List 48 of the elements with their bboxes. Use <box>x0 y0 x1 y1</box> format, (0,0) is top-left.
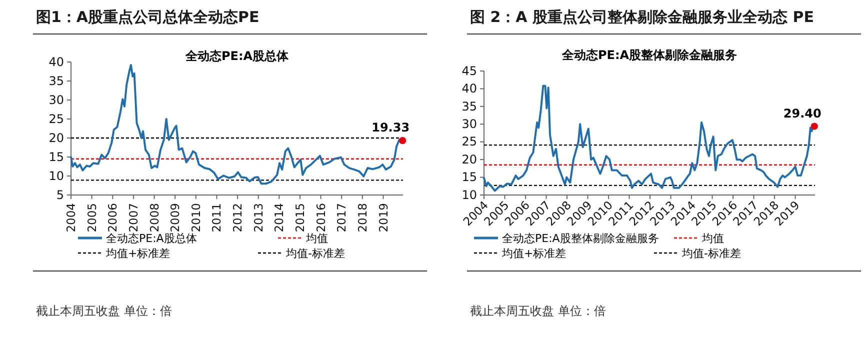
x-tick-label: 2005 <box>84 203 99 232</box>
y-tick-label: 25 <box>48 112 64 126</box>
y-tick-label: 35 <box>48 74 64 88</box>
x-tick-label: 2012 <box>230 203 245 232</box>
x-tick-label: 2017 <box>334 203 349 232</box>
y-tick-label: 40 <box>462 82 477 96</box>
y-tick-label: 20 <box>48 130 64 145</box>
y-tick-label: 15 <box>462 170 477 184</box>
y-tick-label: 30 <box>462 116 477 131</box>
legend-label: 均值+标准差 <box>501 247 566 260</box>
y-tick-label: 20 <box>462 152 477 166</box>
y-tick-label: 15 <box>48 150 64 164</box>
x-tick-label: 2006 <box>106 203 120 232</box>
x-tick-label: 2004 <box>64 203 78 232</box>
legend-label: 均值 <box>305 232 328 245</box>
legend-label: 均值-标准差 <box>681 247 741 260</box>
x-tick-label: 2015 <box>292 203 307 232</box>
y-tick-label: 45 <box>462 64 477 78</box>
x-tick-label: 2019 <box>376 203 390 232</box>
chart-title: 图1：A股重点公司总体全动态PE <box>36 8 260 26</box>
annotation: 29.40 <box>783 106 822 120</box>
x-tick-label: 2018 <box>355 203 370 232</box>
legend-label: 全动态PE:A股整体剔除金融服务 <box>502 232 659 245</box>
y-tick-label: 40 <box>48 54 64 69</box>
legend-label: 均值-标准差 <box>285 247 345 260</box>
chart-subtitle: 全动态PE:A股总体 <box>184 49 290 63</box>
x-tick-label: 2011 <box>210 203 224 232</box>
x-tick-label: 2013 <box>251 203 266 232</box>
x-tick-label: 2007 <box>126 203 140 232</box>
y-tick-label: 10 <box>48 168 64 183</box>
annotation: 19.33 <box>372 120 410 135</box>
legend-label: 全动态PE:A股总体 <box>106 232 197 245</box>
x-tick-label: 2009 <box>168 203 182 232</box>
y-tick-label: 25 <box>462 134 477 149</box>
y-tick-label: 5 <box>56 188 64 202</box>
y-tick-label: 30 <box>48 92 64 107</box>
text: 截止本周五收盘 单位：倍 <box>36 304 172 318</box>
chart-subtitle: 全动态PE:A股整体剔除金融服务 <box>560 48 738 62</box>
legend-label: 均值+标准差 <box>105 247 170 260</box>
legend-label: 均值 <box>701 232 724 245</box>
x-tick-label: 2010 <box>188 203 203 232</box>
text: 截止本周五收盘 单位：倍 <box>470 304 606 318</box>
x-tick-label: 2014 <box>272 203 286 232</box>
x-tick-label: 2016 <box>314 203 328 232</box>
x-tick-label: 2008 <box>147 203 162 232</box>
y-tick-label: 10 <box>462 188 477 202</box>
chart-title: 图 2：A 股重点公司整体剔除金融服务业全动态 PE <box>470 8 814 26</box>
y-tick-label: 35 <box>462 99 477 114</box>
